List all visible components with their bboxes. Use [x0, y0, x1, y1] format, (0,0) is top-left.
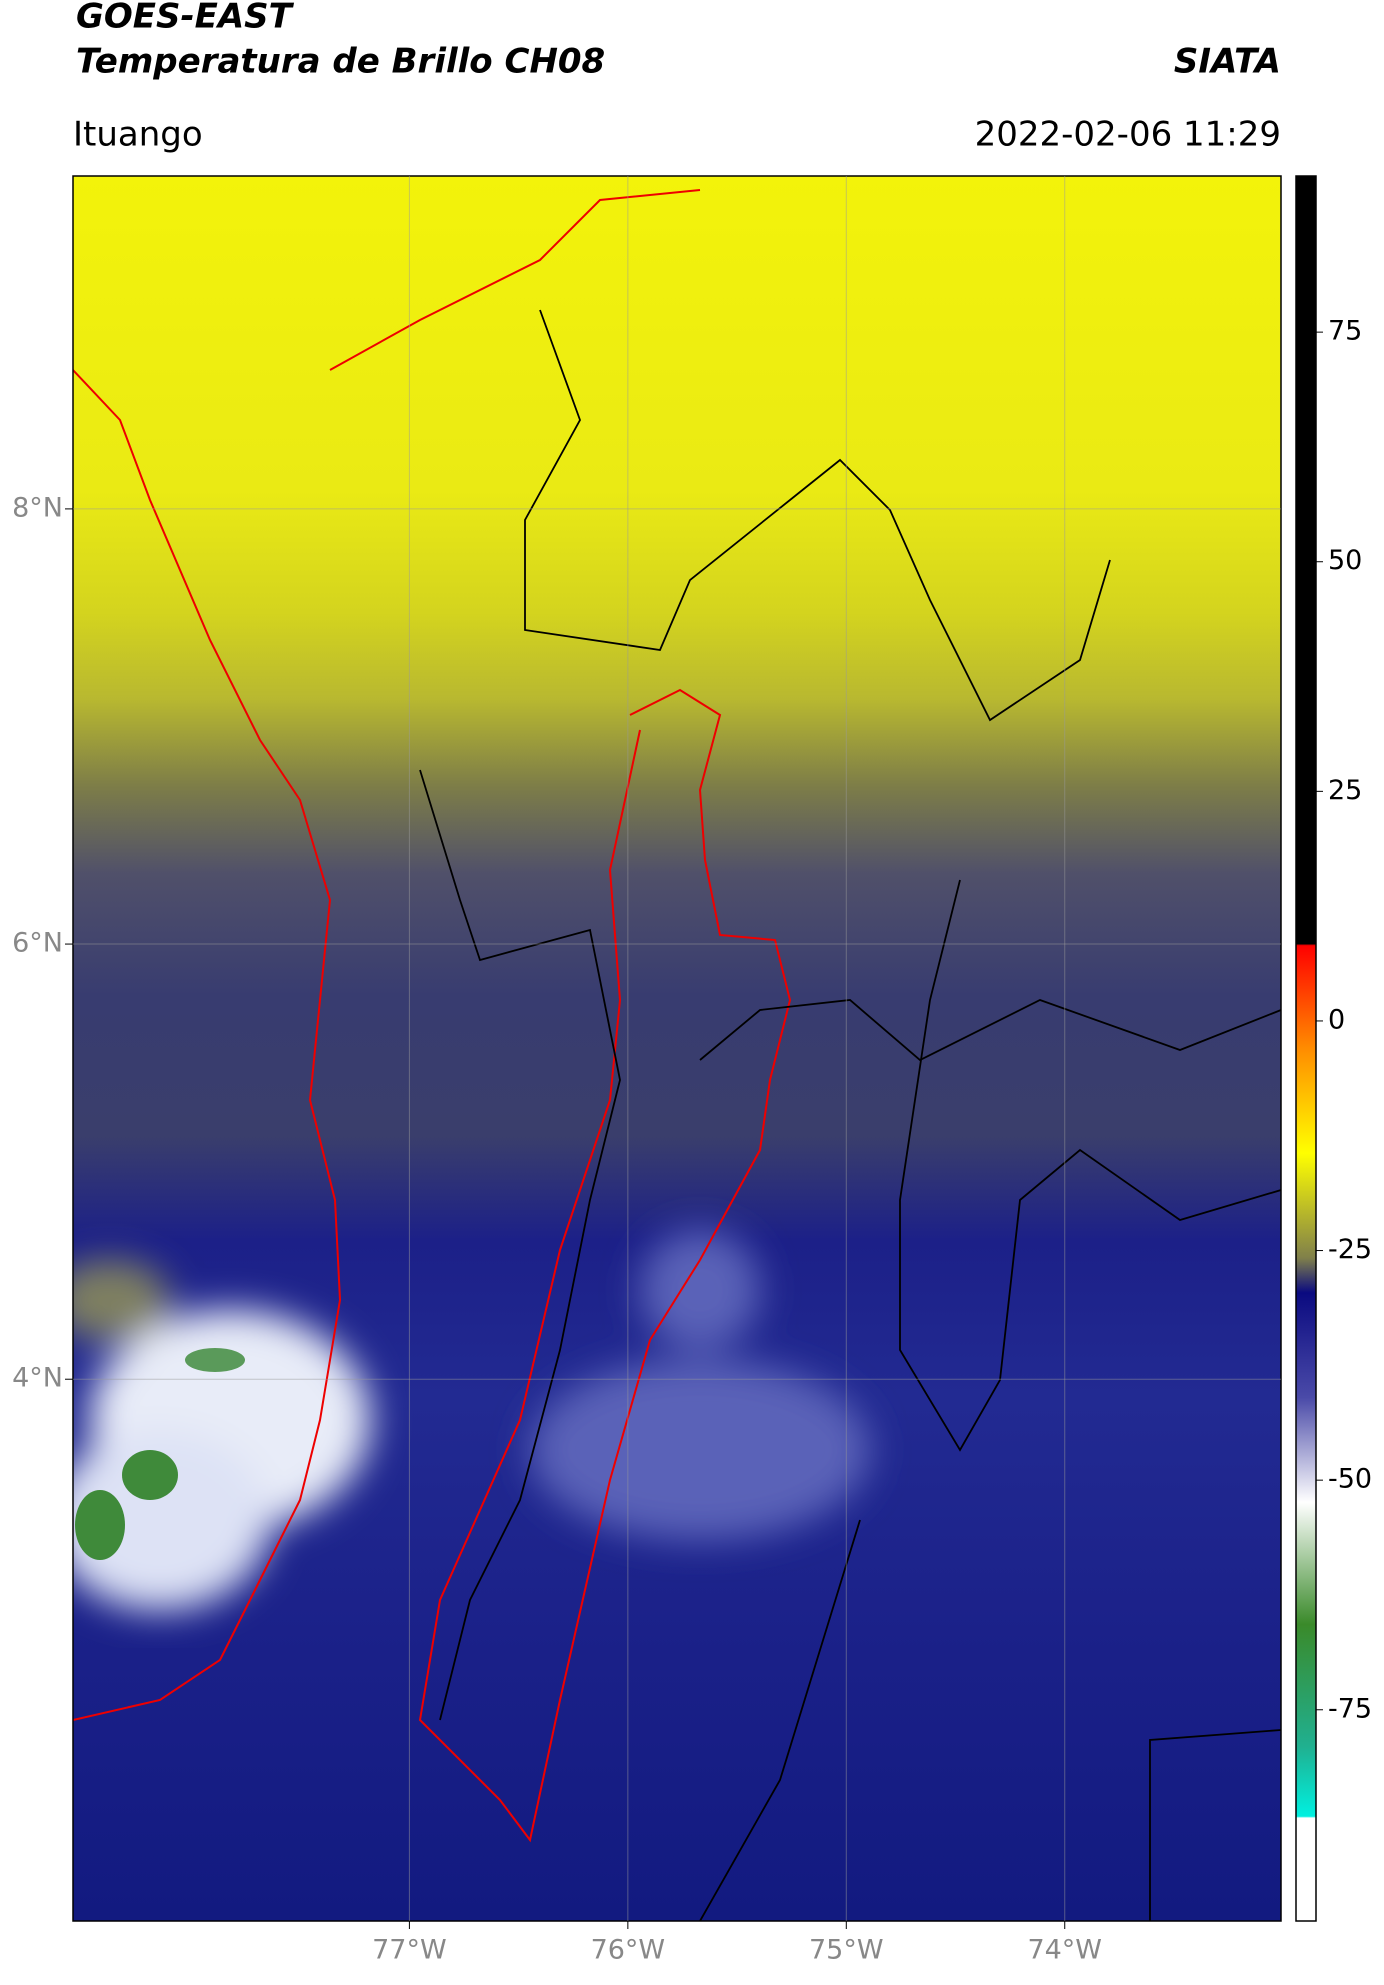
colorbar-tick-label: 50	[1328, 545, 1362, 576]
colorbar	[1295, 175, 1317, 1922]
y-tick-label: 4°N	[12, 1363, 63, 1394]
colorbar-tick-label: 75	[1328, 316, 1362, 347]
location: Ituango	[73, 115, 203, 155]
colorbar-tick-label: -50	[1328, 1464, 1372, 1495]
colorbar-tick-label: -25	[1328, 1234, 1372, 1265]
map-image	[73, 176, 1281, 1921]
map-frame	[72, 175, 1282, 1922]
y-tick-label: 8°N	[12, 492, 63, 523]
source: SIATA	[1174, 42, 1281, 82]
x-tick-label: 77°W	[372, 1935, 447, 1966]
subtitle: Temperatura de Brillo CH08	[76, 42, 605, 82]
x-tick-label: 75°W	[809, 1935, 884, 1966]
colorbar-tick-label: 0	[1328, 1004, 1345, 1035]
y-tick-label: 6°N	[12, 928, 63, 959]
colorbar-tick-label: -75	[1328, 1693, 1372, 1724]
x-tick-label: 74°W	[1027, 1935, 1102, 1966]
x-tick-label: 76°W	[591, 1935, 666, 1966]
datetime: 2022-02-06 11:29	[975, 115, 1281, 155]
title: GOES-EAST	[76, 0, 295, 37]
colorbar-tick-label: 25	[1328, 775, 1362, 806]
